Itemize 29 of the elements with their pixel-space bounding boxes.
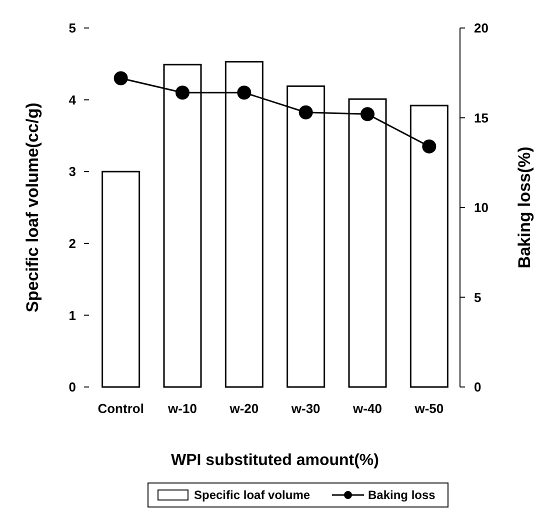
y2-tick-label: 20 [474,20,488,36]
y-tick-label: 0 [68,380,76,395]
point [237,86,252,100]
x-tick-label: w-50 [414,401,444,416]
bar [102,170,140,388]
point [114,71,128,86]
x-tick-label: w-40 [352,401,382,416]
y-tick-label: 3 [68,164,76,180]
y2-tick-label: 0 [474,380,482,395]
y2-tick-label: 5 [474,290,482,305]
x-tick-label: w-30 [290,401,320,416]
point [176,86,190,100]
y2-axis-title: Baking loss(%) [515,146,534,268]
y-tick-label: 1 [68,308,76,323]
x-tick-label: w-10 [167,401,197,416]
point [422,139,436,154]
x-tick-label: Control [98,401,144,416]
y-tick-label: 4 [68,92,77,108]
point [360,107,374,122]
point [298,105,313,120]
y-tick-label: 2 [68,236,76,251]
y2-tick-label: 10 [474,200,488,216]
y-axis-title: Specific loaf volume(cc/g) [23,102,42,312]
x-tick-label: w-20 [228,401,259,416]
y2-tick-label: 15 [474,110,488,126]
y-tick-label: 5 [68,20,76,36]
legend-label: Baking loss [368,488,436,502]
legend-label: Specific loaf volume [194,488,310,502]
x-axis-title: WPI substituted amount(%) [171,452,379,469]
